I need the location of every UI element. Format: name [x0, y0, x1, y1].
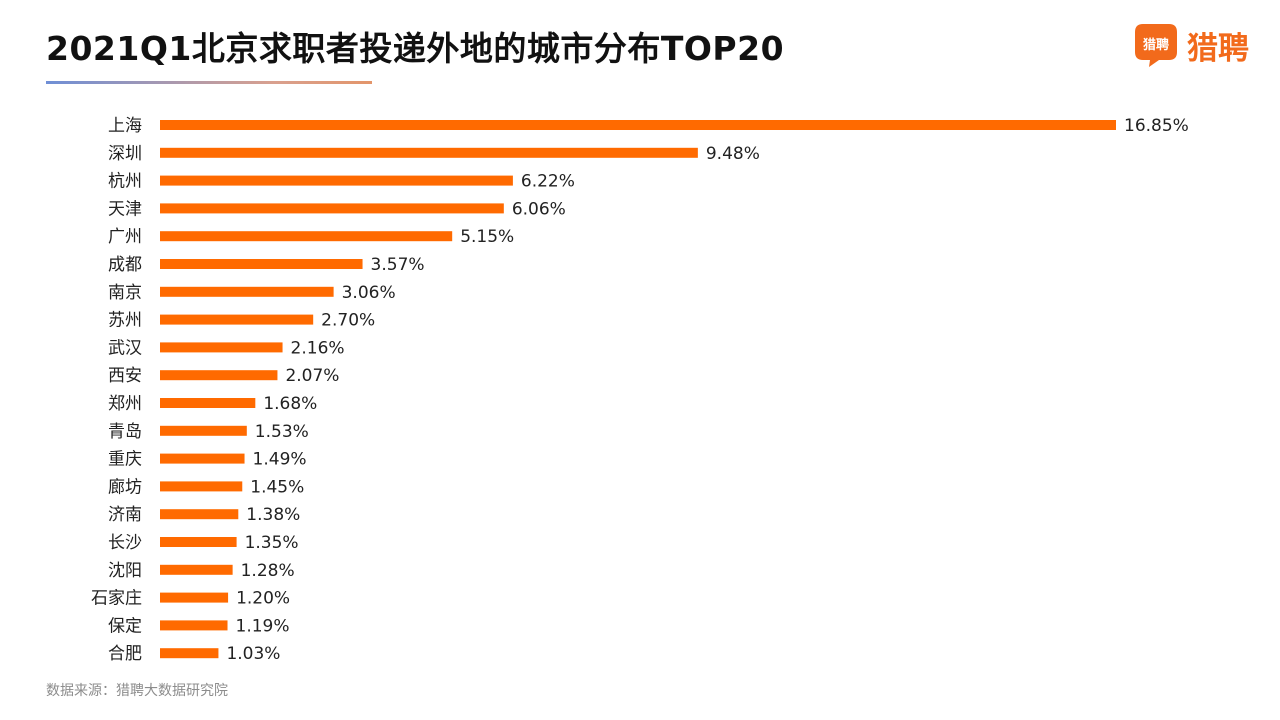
- value-label: 1.45%: [250, 477, 304, 497]
- bar: [160, 370, 278, 381]
- category-label: 合肥: [108, 644, 142, 664]
- category-label: 西安: [108, 366, 142, 386]
- brand-logo: 猎聘 猎聘: [1133, 22, 1249, 68]
- category-label: 深圳: [108, 144, 142, 164]
- bar: [160, 147, 698, 158]
- category-label: 天津: [108, 199, 142, 219]
- bar: [160, 231, 453, 242]
- chart-title: 2021Q1北京求职者投递外地的城市分布TOP20: [46, 29, 785, 68]
- bar: [160, 481, 243, 492]
- category-label: 杭州: [108, 172, 142, 192]
- value-label: 1.38%: [246, 505, 300, 525]
- value-label: 9.48%: [706, 144, 760, 164]
- value-label: 16.85%: [1124, 116, 1189, 136]
- bar: [160, 648, 219, 659]
- value-label: 1.03%: [226, 644, 280, 664]
- category-label: 青岛: [108, 422, 142, 442]
- category-label: 保定: [108, 616, 142, 636]
- logo-icon-text: 猎聘: [1142, 38, 1169, 53]
- bar: [160, 620, 228, 631]
- category-label: 石家庄: [91, 589, 142, 609]
- value-label: 5.15%: [460, 227, 514, 247]
- value-label: 1.19%: [236, 616, 290, 636]
- value-label: 2.70%: [321, 311, 375, 331]
- bar: [160, 425, 247, 436]
- bar: [160, 342, 283, 353]
- bar: [160, 286, 334, 297]
- category-label: 重庆: [108, 450, 142, 470]
- category-label: 苏州: [108, 311, 142, 331]
- bar: [160, 509, 239, 520]
- value-label: 1.28%: [241, 561, 295, 581]
- value-label: 1.49%: [253, 450, 307, 470]
- title-underline: [46, 81, 372, 84]
- value-label: 6.22%: [521, 172, 575, 192]
- category-label: 武汉: [108, 338, 142, 358]
- value-label: 1.35%: [245, 533, 299, 553]
- category-label: 郑州: [108, 394, 142, 414]
- category-label: 上海: [108, 116, 142, 136]
- logo-wordmark: 猎聘: [1187, 30, 1249, 67]
- value-label: 6.06%: [512, 199, 566, 219]
- bar: [160, 453, 245, 464]
- value-label: 2.07%: [285, 366, 339, 386]
- value-label: 1.20%: [236, 589, 290, 609]
- value-label: 2.16%: [291, 338, 345, 358]
- bar: [160, 175, 513, 186]
- category-label: 济南: [108, 505, 142, 525]
- bar: [160, 120, 1116, 130]
- category-label: 成都: [108, 255, 142, 275]
- value-label: 1.53%: [255, 422, 309, 442]
- bar: [160, 592, 229, 603]
- bar: [160, 203, 504, 214]
- value-label: 1.68%: [263, 394, 317, 414]
- speech-bubble-logo-icon: 猎聘: [1133, 22, 1179, 68]
- category-label: 长沙: [108, 533, 142, 553]
- category-label: 广州: [108, 227, 142, 247]
- category-label: 沈阳: [108, 561, 142, 581]
- value-label: 3.57%: [371, 255, 425, 275]
- bar: [160, 537, 237, 547]
- value-label: 3.06%: [342, 283, 396, 303]
- bar: [160, 564, 233, 575]
- bar: [160, 314, 314, 325]
- data-source-note: 数据来源：猎聘大数据研究院: [46, 683, 228, 699]
- bar: [160, 259, 363, 269]
- bar: [160, 398, 256, 408]
- category-label: 廊坊: [108, 477, 142, 497]
- category-label: 南京: [108, 283, 142, 303]
